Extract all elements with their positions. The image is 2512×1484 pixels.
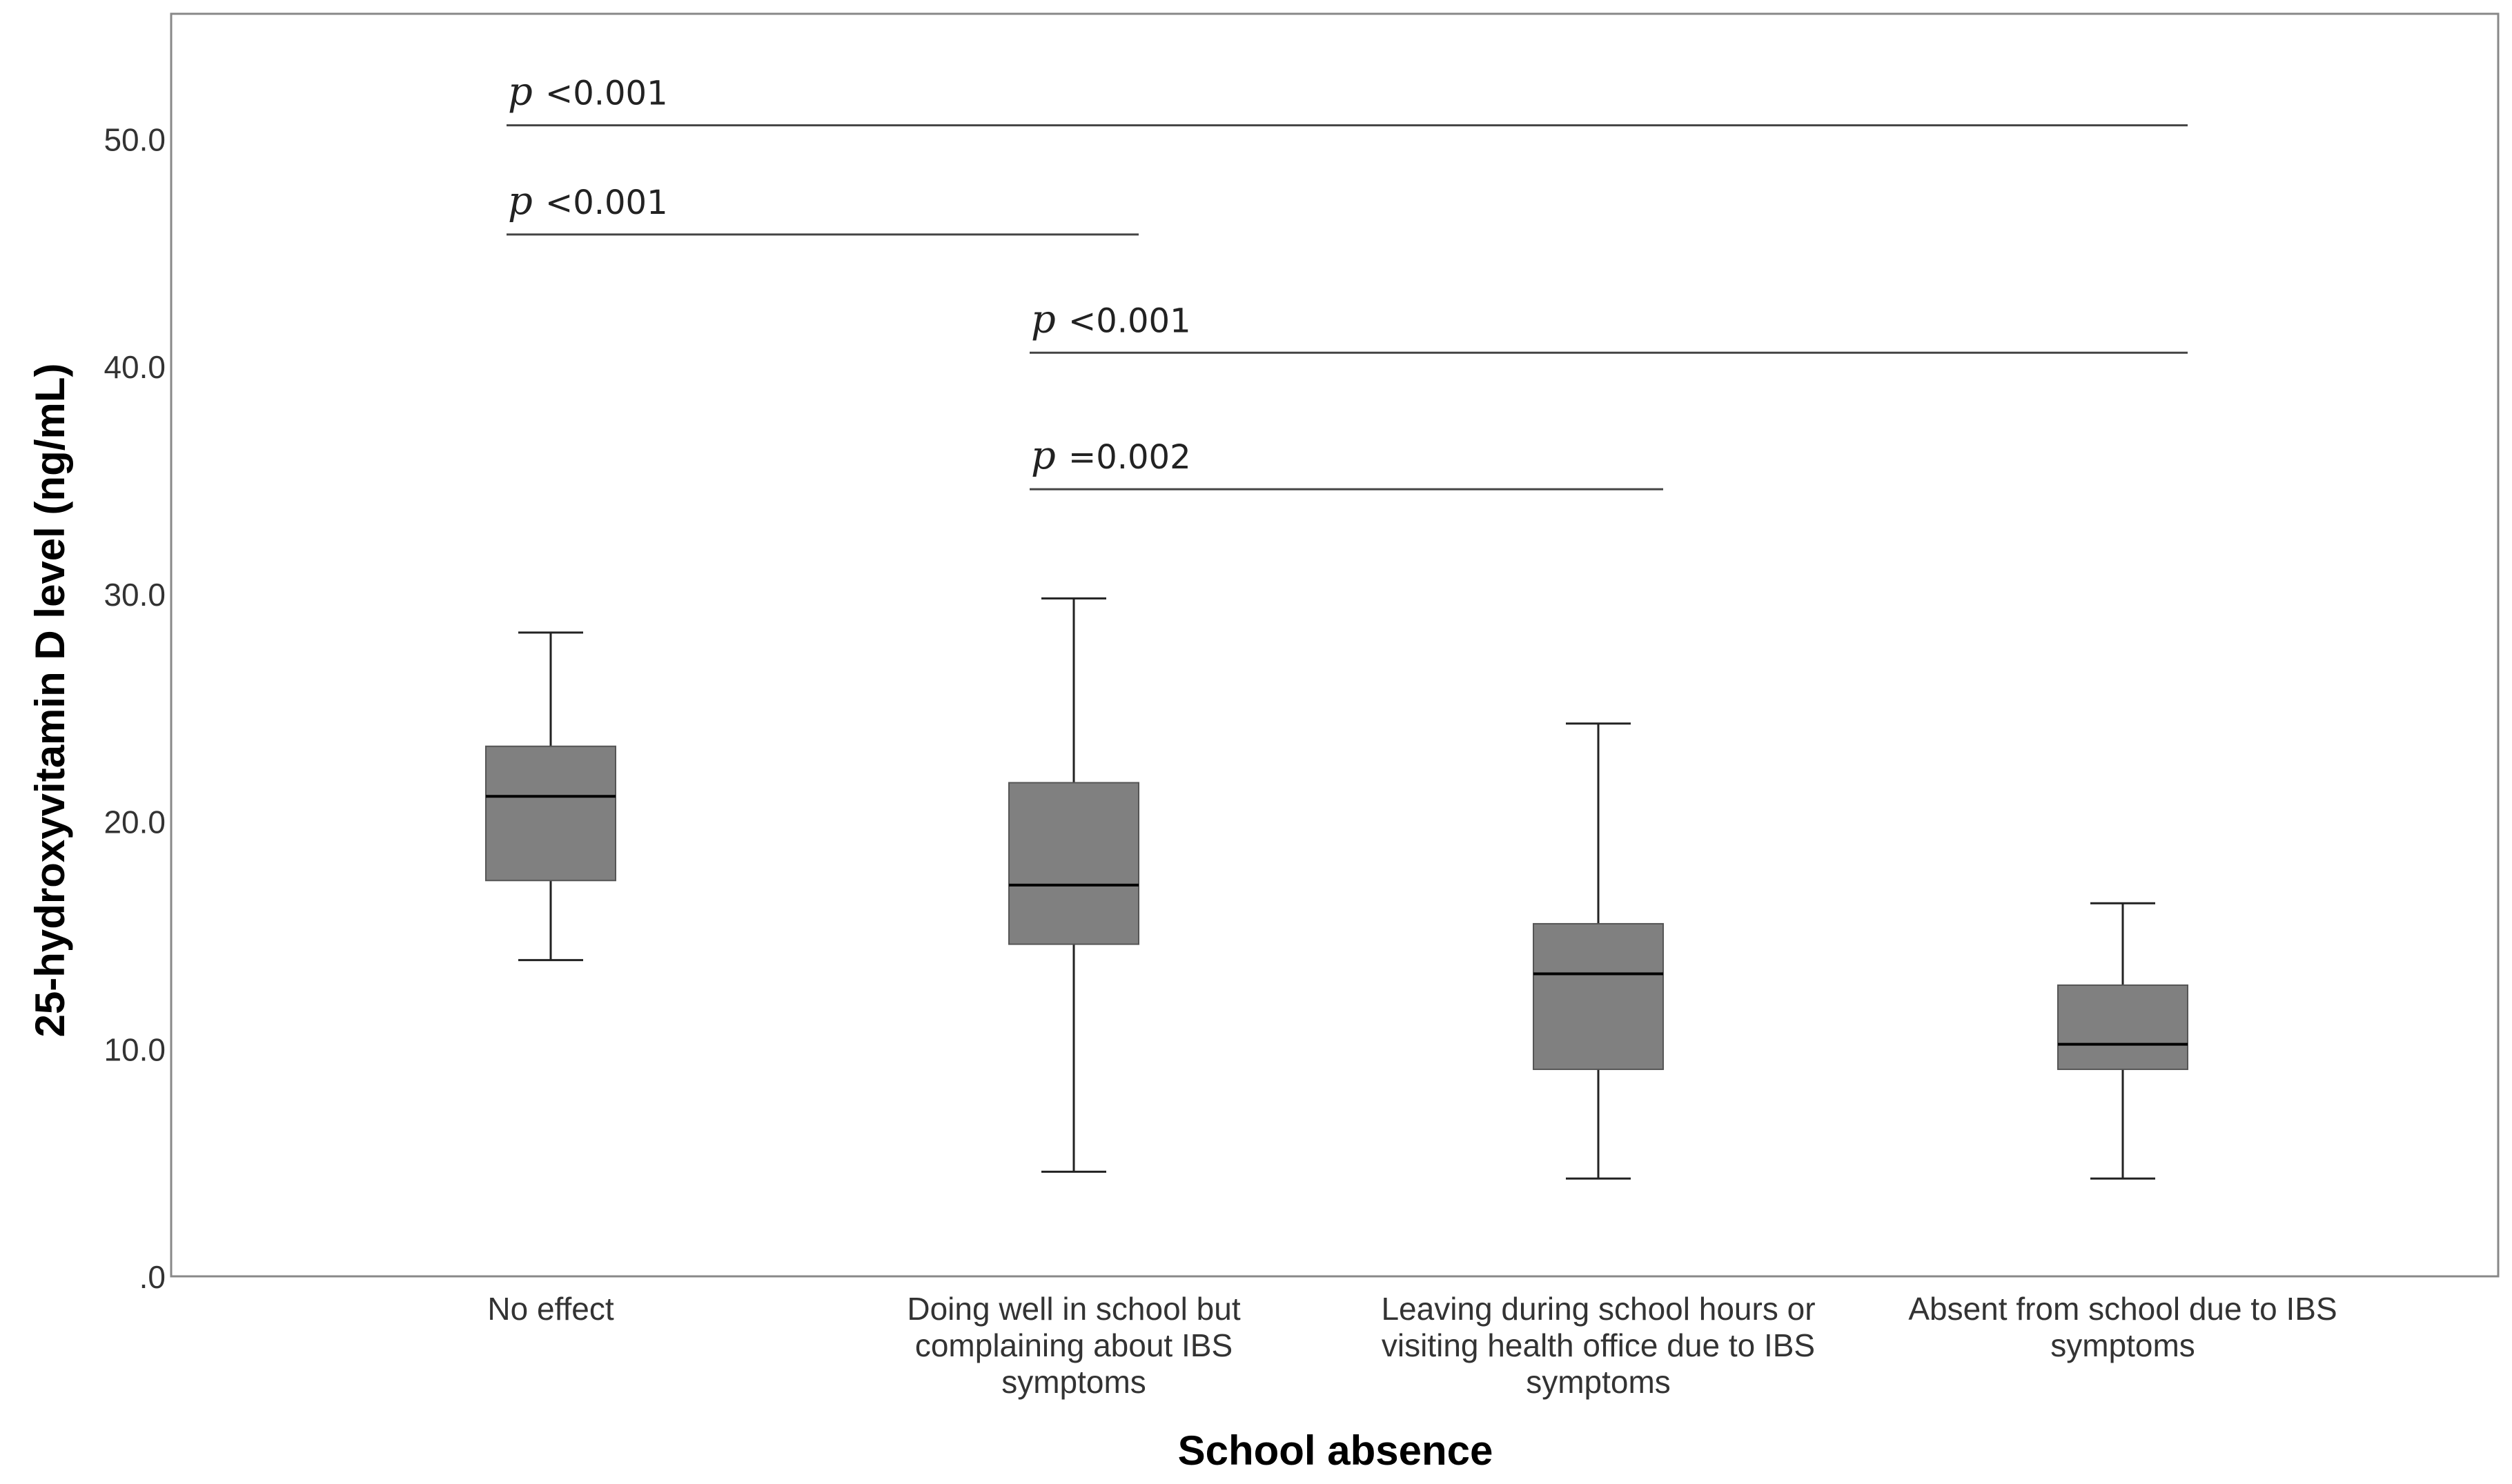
p-symbol: p: [508, 70, 533, 115]
p-value-label: =0.002: [1068, 438, 1191, 477]
y-tick-label: 10.0: [104, 1031, 166, 1067]
significance-annotations: p <0.001 p <0.001 p <0.001 p =0.002: [507, 70, 2188, 491]
x-axis-title: School absence: [1178, 1427, 1493, 1474]
box-iqr: [1533, 922, 1664, 1070]
x-category-label: No effect: [487, 1291, 614, 1327]
x-category-label: Doing well in school but: [907, 1291, 1240, 1327]
p-symbol: p: [1031, 297, 1056, 342]
x-category-label: symptoms: [1001, 1364, 1146, 1400]
p-symbol: p: [1031, 433, 1056, 478]
box-iqr: [1008, 782, 1139, 945]
y-tick-label: .0: [139, 1259, 166, 1295]
boxes: [485, 597, 2188, 1180]
y-tick-label: 30.0: [104, 577, 166, 613]
p-symbol: p: [508, 179, 533, 224]
y-tick-label: 50.0: [104, 121, 166, 157]
y-tick-label: 20.0: [104, 804, 166, 840]
y-tick-label: 40.0: [104, 349, 166, 385]
y-axis-title: 25-hydroxyvitamin D level (ng/mL): [27, 364, 73, 1038]
y-axis-ticks: .0 10.0 20.0 30.0 40.0 50.0: [104, 121, 166, 1295]
x-category-label: symptoms: [1526, 1364, 1671, 1400]
x-category-label: visiting health office due to IBS: [1382, 1327, 1815, 1363]
x-axis-category-labels: No effect Doing well in school butcomplai…: [487, 1291, 2337, 1400]
p-value-label: <0.001: [1068, 301, 1191, 340]
p-value-label: <0.001: [545, 75, 668, 113]
x-category-label: Leaving during school hours or: [1381, 1291, 1815, 1327]
x-category-label: Absent from school due to IBS: [1908, 1291, 2337, 1327]
p-value-label: <0.001: [545, 184, 668, 222]
box-iqr: [485, 745, 616, 882]
box-iqr: [2057, 984, 2188, 1070]
plot-frame: [170, 12, 2500, 1278]
x-category-label: symptoms: [2050, 1327, 2195, 1363]
x-category-label: complaining about IBS: [915, 1327, 1233, 1363]
